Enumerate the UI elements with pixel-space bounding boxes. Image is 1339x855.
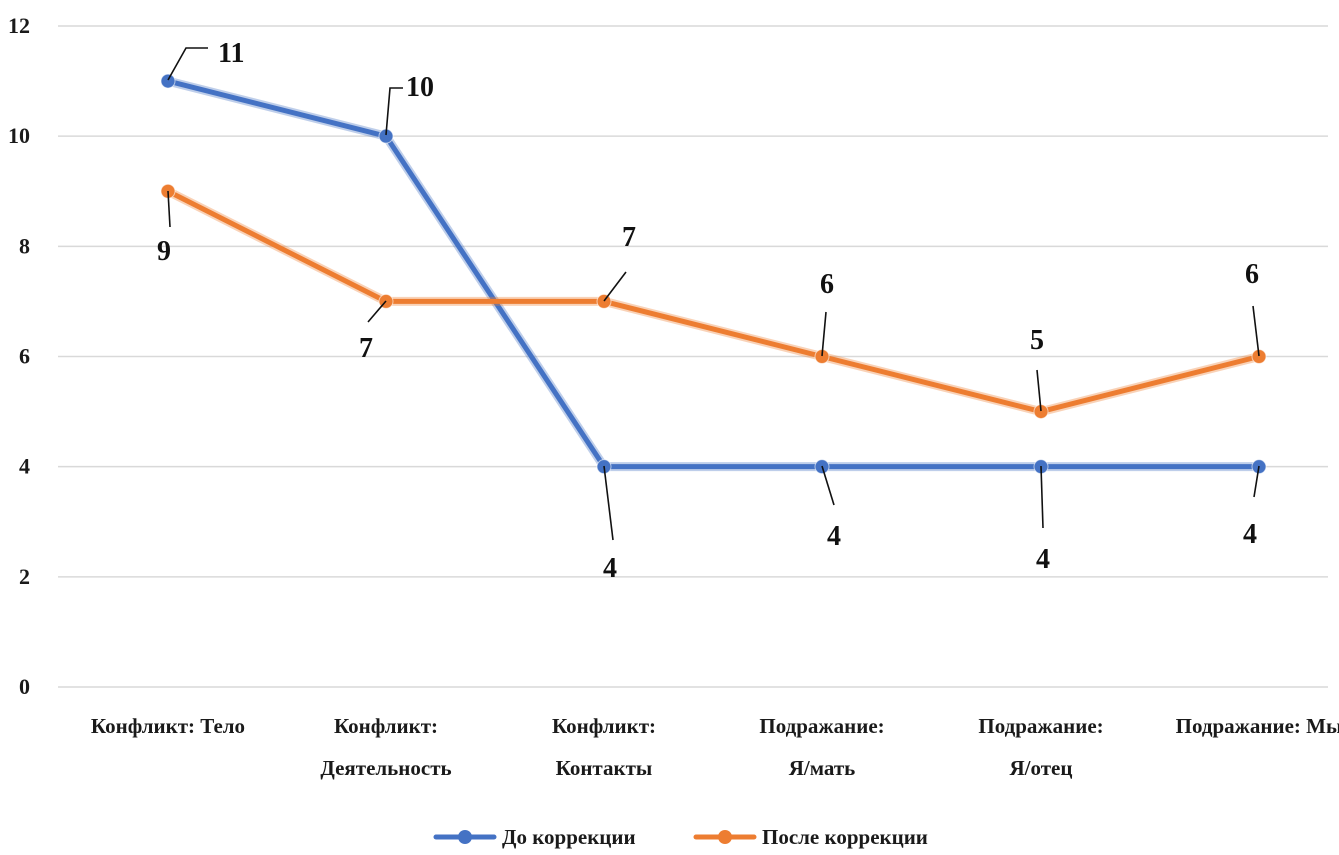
leader-line — [1252, 305, 1260, 357]
x-category-label: Подражание: Я/отец — [978, 714, 1103, 780]
legend-item: После коррекции — [693, 825, 928, 849]
series-line — [165, 188, 1262, 415]
leader-line — [1040, 465, 1044, 529]
data-label: 7 — [359, 333, 373, 364]
data-label: 5 — [1030, 325, 1044, 356]
series-1 — [160, 73, 1267, 475]
leader-line — [603, 271, 627, 302]
leader-line — [167, 190, 171, 228]
x-category-label: Подражание: Мы — [1176, 714, 1339, 738]
data-label: 6 — [820, 269, 834, 300]
leader-line — [167, 47, 208, 81]
y-tick-label: 6 — [19, 344, 30, 369]
y-axis-ticks: 0 2 4 6 8 10 12 — [8, 13, 30, 699]
y-tick-label: 12 — [8, 13, 30, 38]
leader-line — [1036, 369, 1042, 412]
y-tick-label: 8 — [19, 233, 30, 258]
y-tick-label: 2 — [19, 564, 30, 589]
x-category-label: Конфликт: Контакты — [552, 714, 656, 780]
y-tick-label: 10 — [8, 123, 30, 148]
series-lines — [160, 73, 1267, 475]
series-2 — [160, 183, 1267, 420]
leader-line — [1253, 465, 1260, 498]
leader-line — [821, 311, 827, 357]
data-label: 4 — [1243, 519, 1257, 550]
x-category-label: Конфликт: Тело — [91, 714, 245, 738]
legend: До коррекции После коррекции — [433, 825, 928, 849]
data-label: 4 — [603, 553, 617, 584]
series-line-glow — [163, 186, 1264, 417]
y-tick-label: 0 — [19, 674, 30, 699]
gridlines — [58, 25, 1328, 688]
data-point — [596, 293, 612, 309]
leader-line — [385, 87, 403, 136]
leader-line — [603, 465, 614, 541]
data-label: 7 — [622, 222, 636, 253]
legend-swatch-marker — [718, 830, 732, 844]
x-axis-categories: Конфликт: Тело Конфликт: Деятельность Конфл… — [91, 714, 1339, 780]
x-category-label: Подражание: Я/мать — [759, 714, 884, 780]
data-label: 11 — [218, 38, 244, 69]
data-label: 9 — [157, 236, 171, 267]
leader-line — [821, 465, 835, 506]
x-category-label: Конфликт: Деятельность — [320, 714, 451, 780]
series-line — [165, 78, 1262, 470]
legend-label: До коррекции — [502, 825, 636, 849]
data-point — [160, 73, 176, 89]
data-labels: 11 10 4 4 4 4 9 7 7 6 5 6 — [157, 38, 1260, 584]
data-label: 4 — [1036, 544, 1050, 575]
legend-label: После коррекции — [762, 825, 928, 849]
data-label: 10 — [406, 72, 434, 103]
leader-line — [367, 300, 387, 323]
y-tick-label: 4 — [19, 454, 30, 479]
data-label: 6 — [1245, 259, 1259, 290]
data-label: 4 — [827, 521, 841, 552]
legend-swatch-marker — [458, 830, 472, 844]
legend-item: До коррекции — [433, 825, 636, 849]
